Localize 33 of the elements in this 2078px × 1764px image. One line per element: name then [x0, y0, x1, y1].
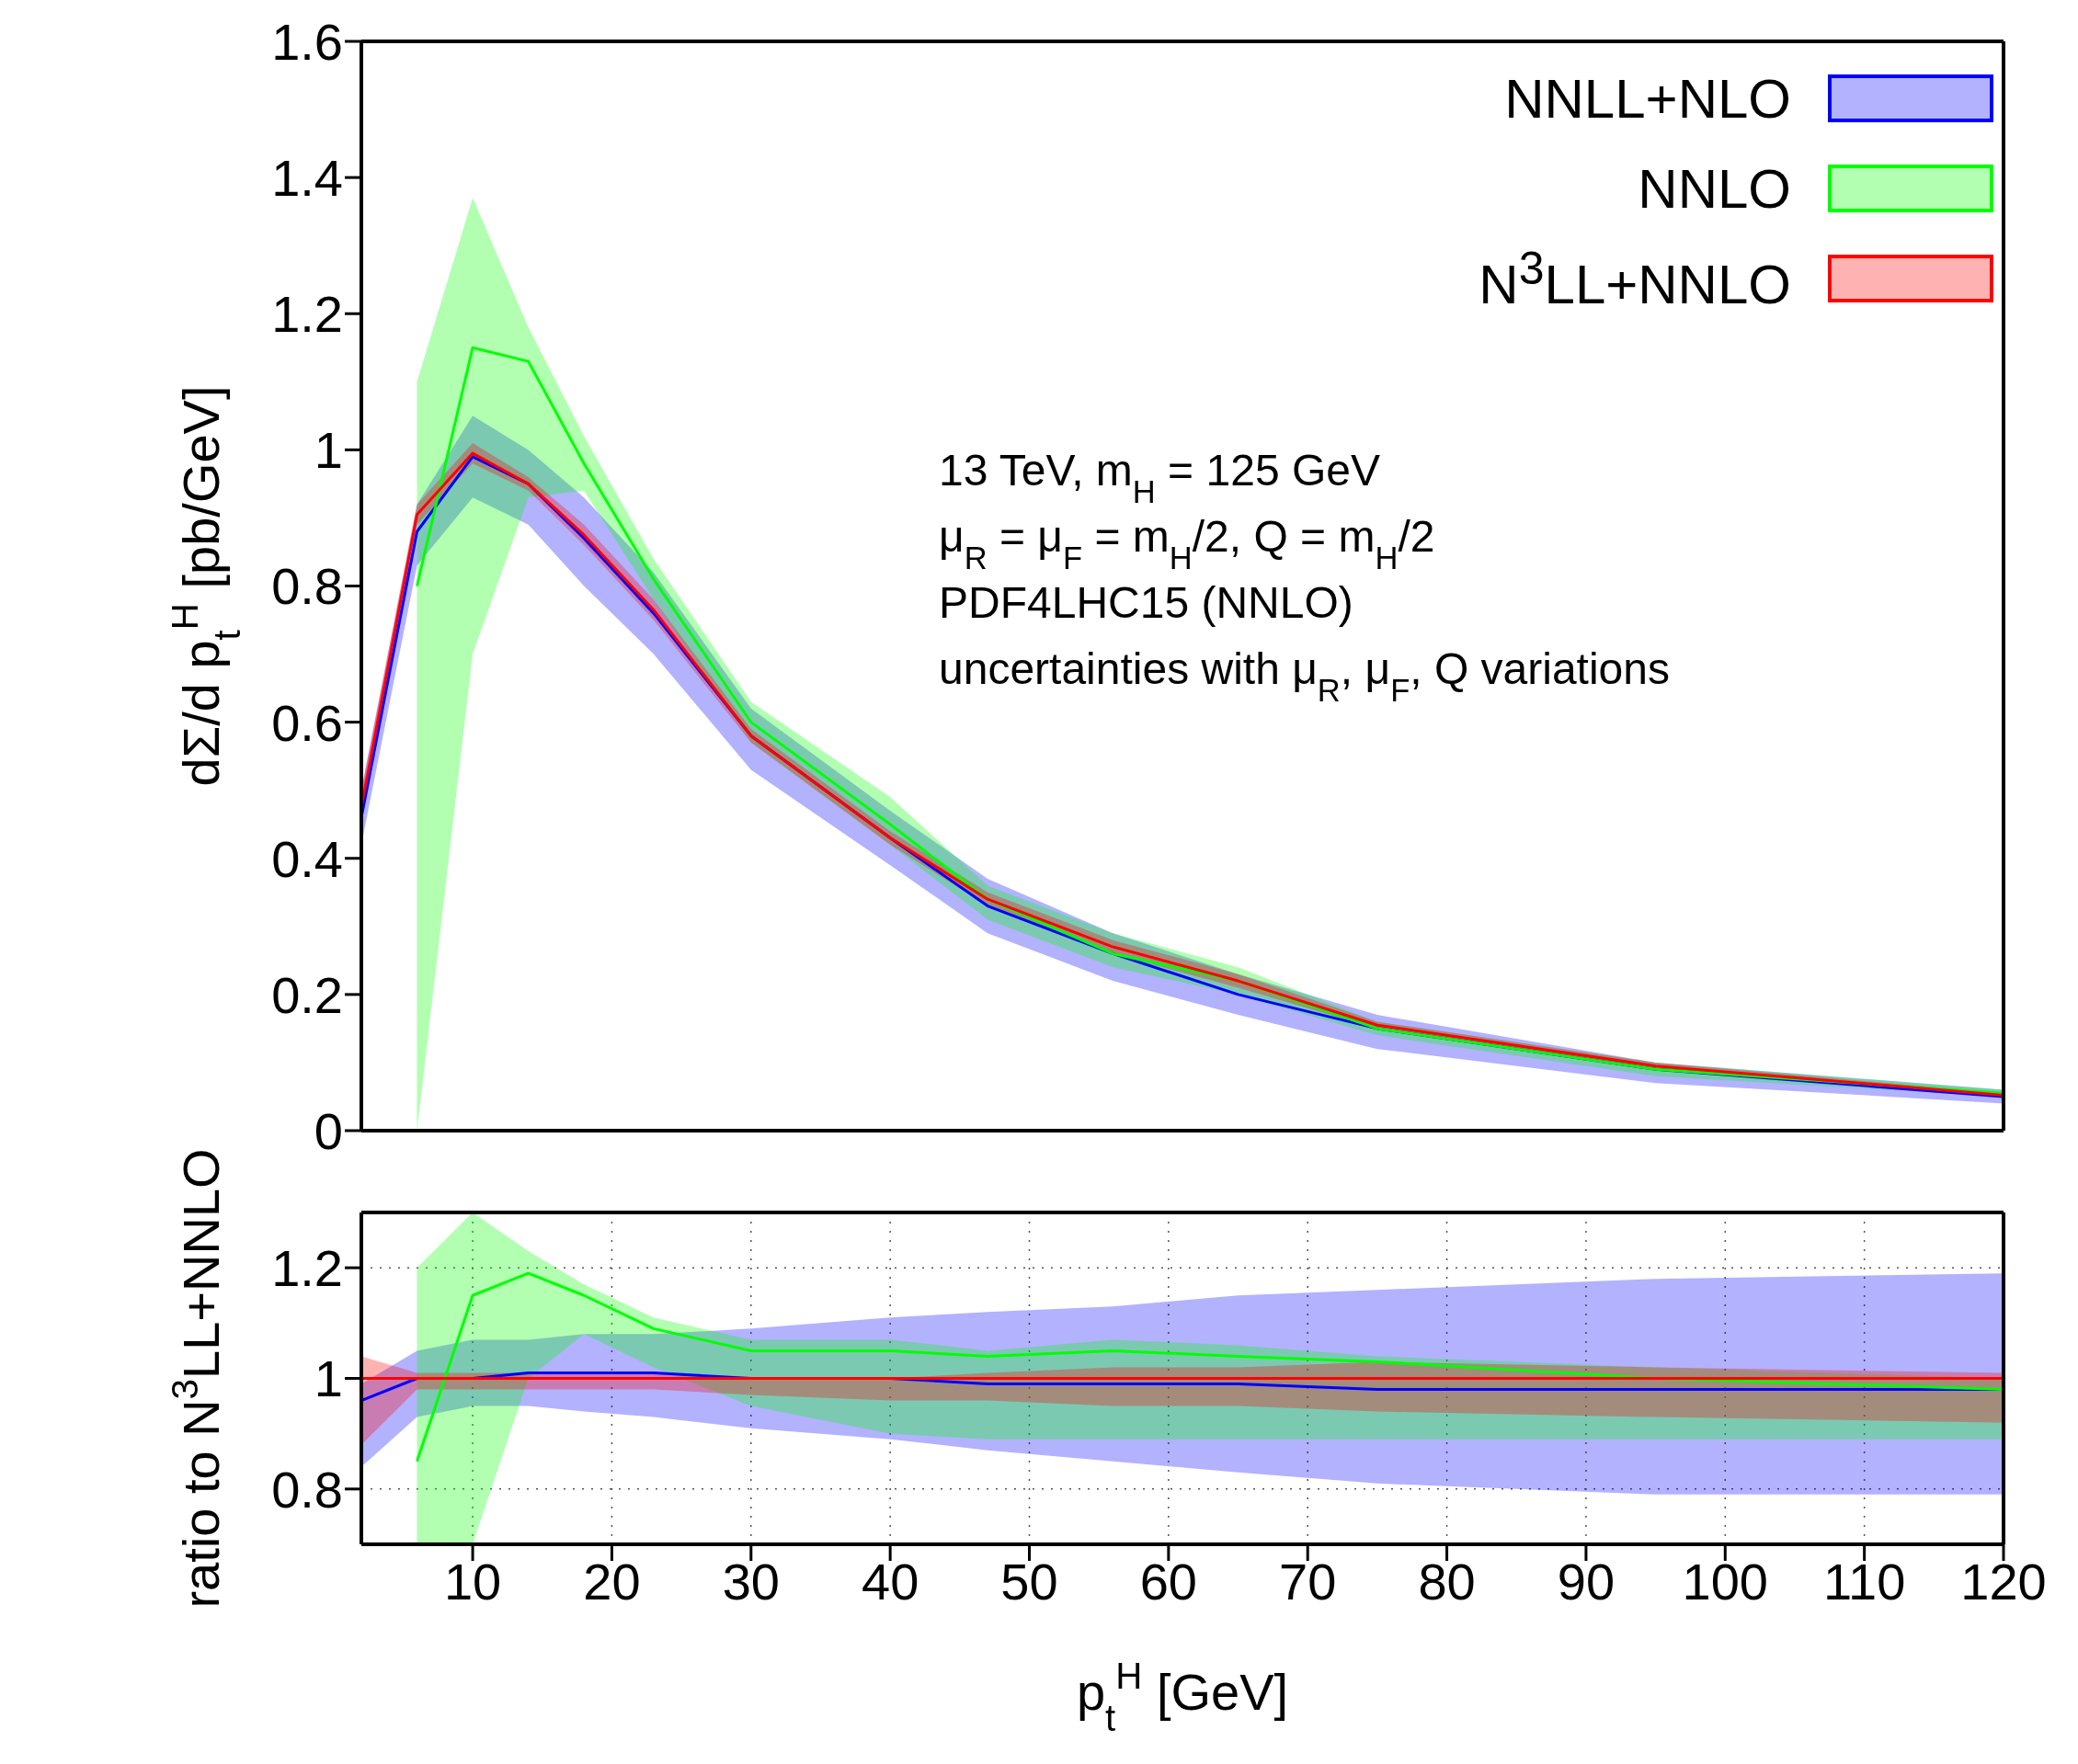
line-series — [416, 1271, 2004, 1463]
y-tick-label: 1 — [314, 1349, 343, 1408]
x-tick-label: 50 — [1000, 1552, 1058, 1610]
y-tick-label: 1.4 — [271, 149, 343, 208]
legend-label: NNLL+NLO — [1504, 66, 1791, 131]
y-tick-label: 0.4 — [271, 829, 343, 888]
x-tick-label: 60 — [1139, 1552, 1198, 1610]
x-tick-label: 80 — [1418, 1552, 1476, 1610]
x-tick-label: 30 — [722, 1552, 780, 1610]
y-tick-label: 0.8 — [271, 1460, 343, 1519]
y-tick-label: 0.8 — [271, 557, 343, 616]
x-tick-label: 10 — [443, 1552, 502, 1610]
y-tick-label: 1.2 — [271, 1239, 343, 1298]
y-tick-label: 0.2 — [271, 965, 343, 1024]
annotation: 13 TeV, m$_{H}$ = 125 GeV — [939, 446, 1380, 509]
x-tick-label: 110 — [1823, 1552, 1906, 1610]
x-axis-title: p$_{t}$$^{H}$ [GeV] — [1076, 1655, 1289, 1739]
legend-label: N$^{3}$LL+NNLO — [1479, 241, 1791, 316]
legend-label: NNLO — [1638, 156, 1791, 221]
y-tick-label: 1 — [314, 421, 343, 480]
x-tick-label: 90 — [1557, 1552, 1616, 1610]
annotation: PDF4LHC15 (NNLO) — [939, 578, 1353, 627]
y-tick-label: 0 — [314, 1101, 343, 1160]
x-tick-label: 100 — [1682, 1552, 1769, 1610]
x-tick-label: 20 — [583, 1552, 641, 1610]
y-tick-label: 1.6 — [271, 12, 343, 71]
x-tick-label: 40 — [862, 1552, 919, 1610]
x-tick-label: 120 — [1960, 1552, 2047, 1610]
y-tick-label: 1.2 — [271, 285, 343, 344]
y-tick-label: 0.6 — [271, 693, 343, 752]
x-tick-label: 70 — [1279, 1552, 1337, 1610]
annotation: uncertainties with μ$_{R}$, μ$_{F}$, Q variations — [939, 644, 1671, 708]
text: μ$_{R}$ = μ$_{F}$ = m$_{H}$/2, Q = m$_{H}$/2 — [939, 512, 1435, 575]
